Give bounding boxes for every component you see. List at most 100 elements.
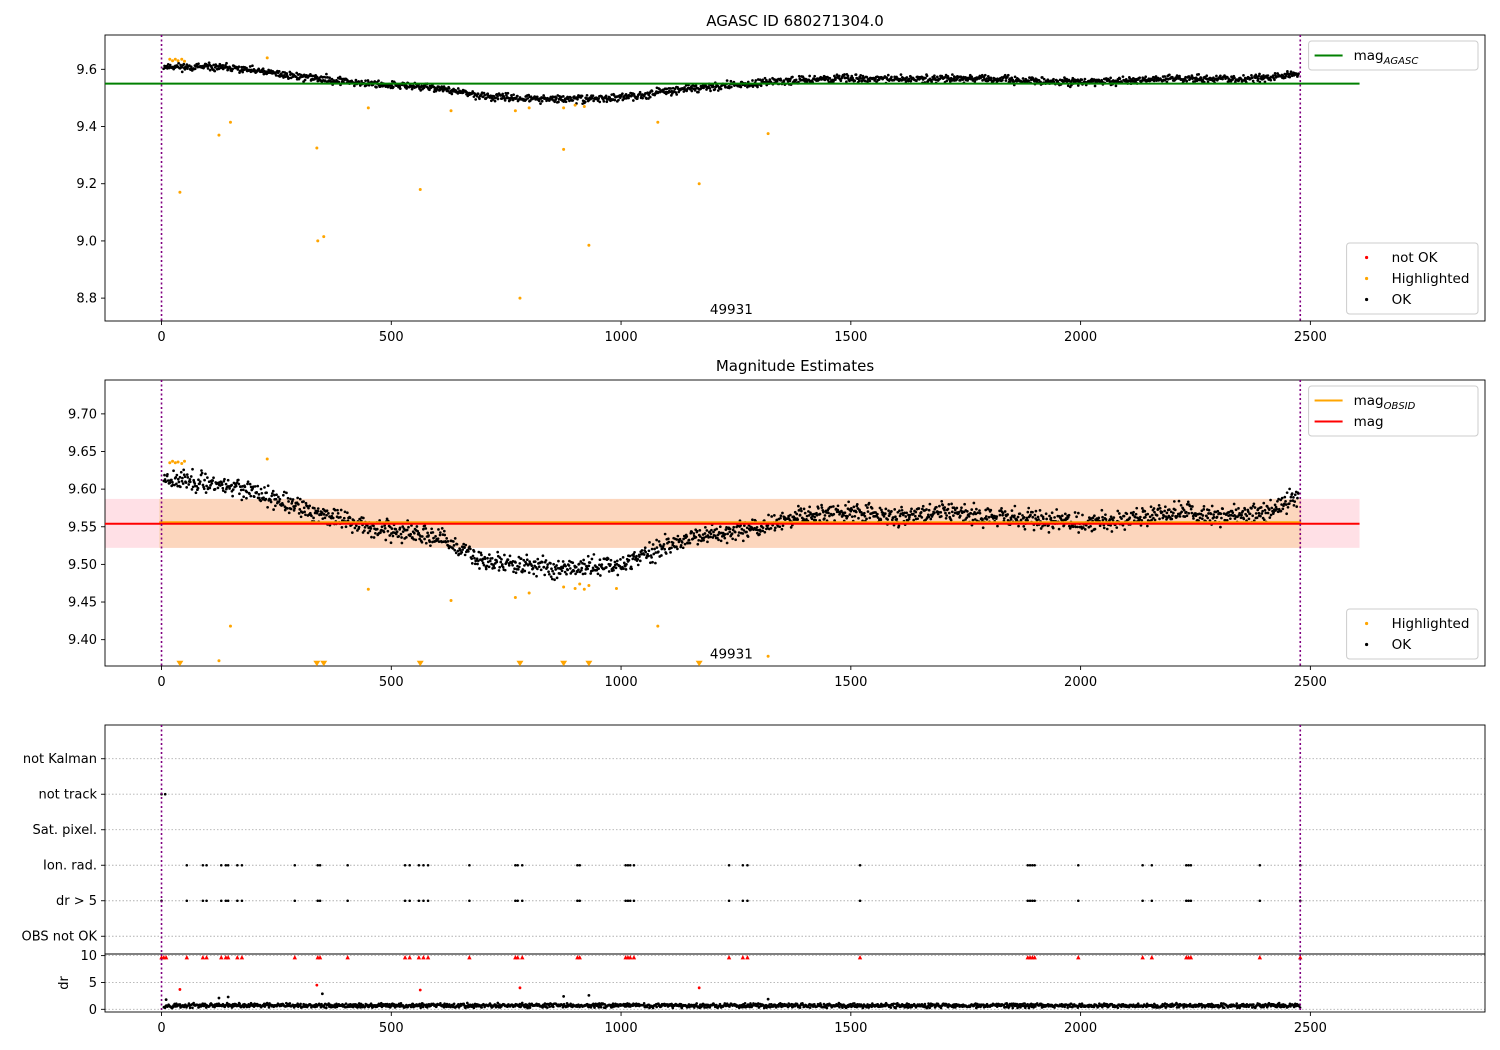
agasc-ok-point	[516, 94, 519, 98]
mag-ok-point	[1083, 528, 1087, 531]
mag-ok-point	[432, 536, 435, 540]
agasc-ok-point	[915, 79, 918, 83]
mag-ok-point	[266, 484, 270, 488]
flags-ytick-label: not track	[38, 788, 97, 803]
dr-point	[301, 1005, 305, 1008]
agasc-ok-point	[489, 94, 493, 98]
mag-ok-point	[188, 480, 192, 484]
agasc-ok-point	[1028, 76, 1031, 80]
agasc-ok-point	[236, 68, 240, 71]
mag-ok-point	[998, 513, 1002, 517]
mag-ok-point	[508, 554, 512, 558]
mag-ok-point	[606, 557, 610, 561]
mag-ok-point	[1033, 513, 1037, 517]
mag-ok-point	[638, 555, 641, 559]
mag-ok-point	[789, 513, 792, 517]
flags-point	[426, 863, 430, 867]
mag-ok-point	[1210, 504, 1214, 508]
mag-ok-point	[388, 534, 392, 537]
mag-ok-point	[315, 511, 319, 515]
mag-ok-point	[404, 536, 408, 539]
mag-ok-point	[1243, 508, 1247, 511]
mag-ok-point	[1267, 508, 1271, 511]
mag-ok-point	[589, 572, 593, 575]
mag-ok-point	[809, 512, 813, 516]
mag-ok-point	[731, 528, 735, 532]
mag-ok-point	[609, 558, 613, 562]
mag-ok-point	[170, 478, 173, 482]
mag-ok-point	[478, 567, 481, 570]
mag-ok-point	[344, 525, 348, 529]
agasc-ok-point	[1154, 75, 1158, 78]
mag-ok-point	[223, 477, 226, 481]
mag-ok-point	[1234, 508, 1238, 512]
agasc-ok-point	[758, 78, 762, 82]
mag-ok-point	[549, 562, 552, 565]
mag-ok-point	[222, 479, 226, 483]
agasc-ok-point	[515, 97, 518, 100]
mag-ok-point	[420, 535, 424, 538]
mag-ok-point	[740, 527, 744, 531]
mag-ok-point	[675, 538, 679, 541]
mag-ok-point	[1293, 500, 1297, 503]
agasc-ok-point	[1121, 75, 1125, 79]
mag-ok-point	[598, 558, 602, 562]
mag-ok-point	[1264, 511, 1268, 515]
mag-ok-point	[887, 509, 890, 513]
mag-ok-point	[1172, 511, 1175, 515]
mag-ok-point	[1194, 514, 1198, 518]
mag-ok-point	[1111, 518, 1115, 522]
mag-ok-point	[253, 485, 257, 488]
agasc-ok-point	[442, 85, 446, 88]
mag-ok-point	[1200, 517, 1204, 521]
mag-ok-point	[485, 564, 489, 568]
flags-point	[1189, 863, 1193, 867]
mag-ok-point	[503, 568, 507, 572]
flags-point	[1189, 899, 1193, 903]
agasc-highlighted-point	[418, 187, 422, 191]
mag-ok-point	[1170, 517, 1174, 521]
mag-ok-point	[1109, 515, 1113, 519]
mag-ok-point	[758, 532, 761, 536]
agasc-ok-point	[908, 77, 911, 81]
mag-ok-point	[797, 504, 800, 508]
agasc-ok-point	[1021, 77, 1025, 80]
mag-ok-point	[469, 547, 472, 551]
mag-ok-point	[952, 514, 955, 517]
dr-point	[718, 1002, 722, 1006]
mag-ok-point	[636, 557, 640, 561]
agasc-ok-point	[315, 75, 319, 79]
mag-highlighted-point	[527, 591, 531, 595]
flags-point	[576, 863, 579, 867]
agasc-ok-point	[1001, 78, 1004, 82]
agasc-ok-point	[724, 85, 728, 89]
mag-ok-point	[1050, 511, 1054, 515]
agasc-ok-point	[694, 84, 698, 88]
mag-ok-point	[698, 535, 702, 538]
agasc-ok-point	[1118, 77, 1122, 81]
mag-ok-point	[187, 483, 191, 486]
mag-ok-point	[651, 543, 655, 546]
mag-ok-point	[245, 496, 248, 500]
mag-ok-point	[741, 539, 745, 543]
agasc-ok-point	[370, 80, 373, 84]
mag-ok-point	[264, 497, 268, 501]
mag-ok-point	[863, 514, 867, 518]
mag-ok-point	[734, 538, 737, 542]
mag-ok-point	[454, 551, 458, 555]
mag-ok-point	[755, 526, 759, 529]
agasc-ok-point	[627, 96, 630, 100]
mag-ytick-label: 9.65	[68, 445, 97, 460]
flags-point	[224, 899, 228, 903]
mag-ok-point	[928, 502, 932, 506]
agasc-ok-point	[539, 102, 542, 105]
mag-ok-point	[456, 549, 460, 553]
flags-point	[316, 863, 320, 867]
mag-ok-point	[1105, 527, 1109, 531]
mag-ok-point	[446, 540, 450, 543]
mag-ytick-label: 9.60	[68, 483, 97, 498]
mag-ok-point	[843, 511, 847, 515]
mag-ok-point	[382, 530, 386, 534]
mag-ok-point	[866, 510, 870, 513]
mag-ok-point	[464, 543, 468, 547]
